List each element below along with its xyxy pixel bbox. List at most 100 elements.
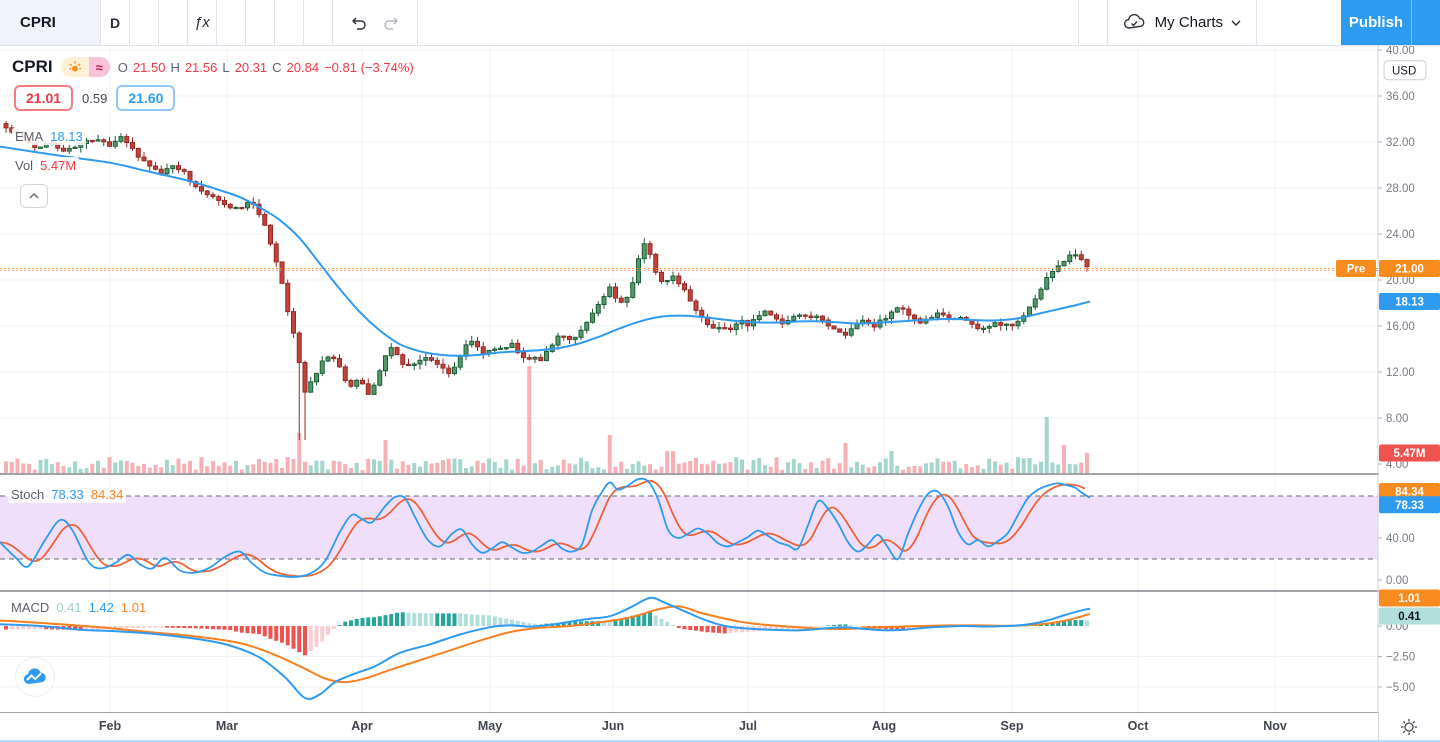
market-status-pill[interactable]: ≈: [60, 57, 110, 77]
toolbar-separator: [158, 0, 159, 45]
svg-text:12.00: 12.00: [1386, 367, 1415, 379]
volume-value: 5.47M: [40, 158, 77, 173]
svg-text:84.34: 84.34: [1395, 486, 1424, 498]
cloud-chart-logo-icon: [23, 668, 46, 684]
close-label: C: [272, 59, 282, 75]
macd-hist-value: 0.41: [56, 600, 82, 615]
legend-symbol: CPRI: [12, 57, 53, 76]
create-alert-button[interactable]: [275, 0, 303, 45]
stoch-d-value: 84.34: [90, 487, 124, 502]
svg-text:16.00: 16.00: [1386, 321, 1415, 333]
toolbar-separator: [303, 0, 304, 45]
indicators-button[interactable]: ƒx: [188, 0, 216, 45]
svg-text:32.00: 32.00: [1386, 137, 1415, 149]
stoch-k-value: 78.33: [51, 487, 84, 502]
chart-canvas[interactable]: 40.00 36.00 32.00 28.00 24.00 20.00 16.00 12.00…: [0, 45, 1440, 713]
undo-arrow-icon: [352, 17, 366, 30]
fullscreen-button[interactable]: [1285, 0, 1313, 45]
chart-svg: 40.00 36.00 32.00 28.00 24.00 20.00 16.00 12.00…: [0, 45, 1440, 713]
time-axis-month-label: Oct: [1127, 719, 1149, 733]
time-axis[interactable]: Feb Mar Apr May Jun Jul Aug Sep Oct Nov: [0, 713, 1440, 740]
toolbar-separator: [332, 0, 333, 45]
legend-collapse-button[interactable]: [20, 184, 48, 208]
tradingview-logo-button[interactable]: [15, 657, 55, 697]
ohlc-values: O 21.50 H 21.56 L 20.31 C 20.84 −0.81 (−3.74…: [118, 60, 414, 75]
ema-line: [0, 145, 1091, 357]
publish-button[interactable]: Publish: [1341, 0, 1411, 45]
svg-text:Pre: Pre: [1347, 264, 1366, 276]
indicator-templates-button[interactable]: [246, 0, 274, 45]
premarket-sun-icon: [60, 57, 89, 77]
ema-value: 18.13: [50, 129, 83, 144]
bar-replay-button[interactable]: [304, 0, 332, 45]
layout-select-button[interactable]: [1078, 0, 1107, 45]
time-axis-month-label: Jun: [601, 719, 625, 733]
financials-button[interactable]: [217, 0, 245, 45]
svg-text:−5.00: −5.00: [1386, 682, 1415, 694]
close-value: 20.84: [286, 59, 320, 75]
chevron-up-icon: [29, 192, 39, 199]
toolbar-separator: [187, 0, 188, 45]
redo-button[interactable]: [375, 0, 417, 45]
svg-text:−2.50: −2.50: [1386, 652, 1415, 664]
svg-text:USD: USD: [1392, 66, 1416, 78]
svg-text:5.47M: 5.47M: [1394, 448, 1426, 460]
undo-button[interactable]: [333, 0, 375, 45]
macd-label: MACD: [11, 600, 50, 615]
stoch-legend[interactable]: Stoch 78.33 84.34: [8, 486, 127, 503]
toolbar-separator: [129, 0, 130, 45]
svg-text:28.00: 28.00: [1386, 183, 1415, 195]
ema-legend[interactable]: EMA 18.13: [12, 128, 86, 145]
time-axis-month-label: Jul: [738, 719, 758, 733]
time-axis-settings-icon[interactable]: [1398, 716, 1420, 738]
interval-button[interactable]: D: [101, 0, 129, 45]
buy-sell-row: 21.01 0.59 21.60: [14, 85, 176, 111]
macd-legend[interactable]: MACD 0.41 1.42 1.01: [8, 599, 150, 616]
toolbar-separator: [245, 0, 246, 45]
delayed-data-badge: ≈: [88, 57, 110, 77]
low-value: 20.31: [234, 59, 268, 75]
volume-legend[interactable]: Vol 5.47M: [12, 157, 80, 174]
chart-style-button[interactable]: [130, 0, 158, 45]
svg-text:8.00: 8.00: [1386, 413, 1408, 425]
open-label: O: [117, 59, 128, 75]
compare-button[interactable]: [159, 0, 187, 45]
stoch-d-line: [0, 479, 1086, 578]
macd-line-value: 1.42: [88, 600, 114, 615]
svg-text:40.00: 40.00: [1386, 45, 1415, 57]
macd-line: [0, 596, 1091, 700]
macd-signal-line: [0, 605, 1091, 684]
stoch-label: Stoch: [11, 487, 45, 502]
svg-text:18.13: 18.13: [1395, 297, 1424, 309]
candles: [3, 121, 1090, 440]
redo-arrow-icon: [384, 17, 398, 30]
toolbar-right-group: My Charts: [1077, 0, 1440, 45]
sell-button[interactable]: 21.01: [14, 85, 74, 111]
toolbar-separator: [100, 0, 101, 45]
my-charts-label: My Charts: [1154, 14, 1223, 31]
svg-text:1.01: 1.01: [1398, 593, 1421, 605]
svg-text:0.00: 0.00: [1386, 575, 1408, 587]
macd-signal-value: 1.01: [120, 600, 147, 615]
cloud-check-icon: [1123, 13, 1145, 29]
buy-button[interactable]: 21.60: [116, 85, 176, 111]
stoch-k-line: [0, 477, 1091, 578]
my-charts-button[interactable]: My Charts: [1107, 0, 1256, 45]
svg-text:24.00: 24.00: [1386, 229, 1415, 241]
toolbar-separator: [274, 0, 275, 45]
chart-settings-button[interactable]: [1257, 0, 1285, 45]
volume-bars: [4, 366, 1089, 473]
price-axis: 40.00 36.00 32.00 28.00 24.00 20.00 16.00 12.00…: [1336, 45, 1440, 694]
time-axis-month-label: May: [477, 719, 503, 733]
volume-label: Vol: [15, 158, 34, 173]
svg-text:36.00: 36.00: [1386, 91, 1415, 103]
symbol-search-button[interactable]: CPRI: [0, 0, 100, 45]
spread-value: 0.59: [73, 87, 117, 109]
publish-menu-button[interactable]: [1411, 0, 1440, 45]
gridlines: [0, 46, 1378, 713]
toolbar-separator: [417, 0, 418, 45]
time-axis-separator: [1378, 713, 1379, 740]
snapshot-button[interactable]: [1313, 0, 1341, 45]
